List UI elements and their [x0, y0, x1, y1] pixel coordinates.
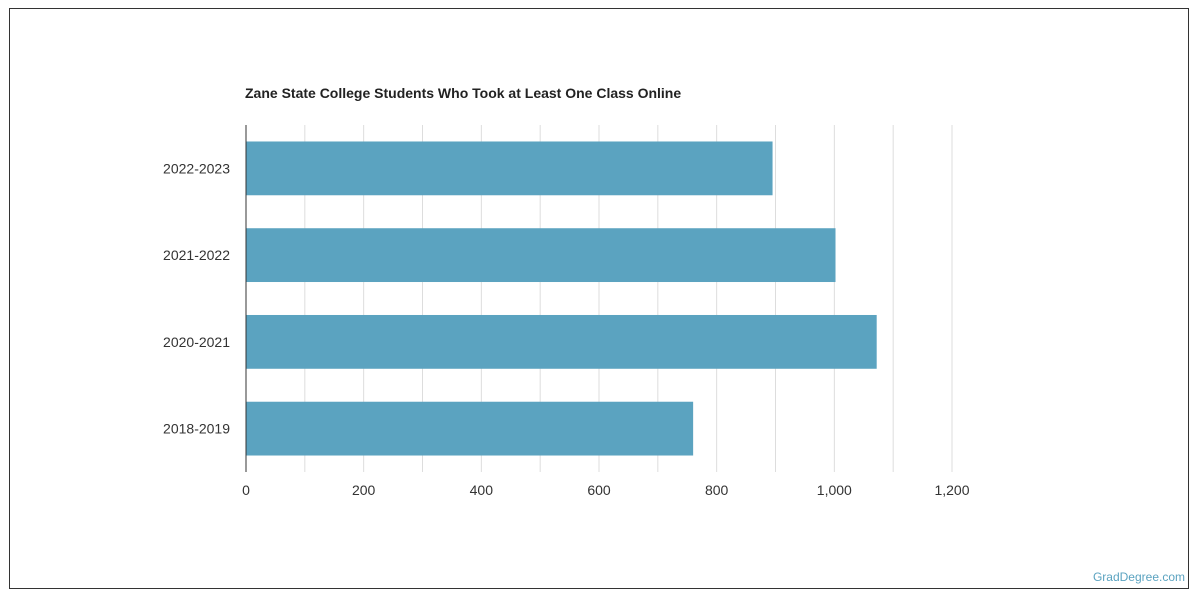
- bar-2020-2021: [246, 314, 877, 369]
- category-label: 2022-2023: [163, 160, 230, 176]
- x-tick-label: 600: [587, 482, 611, 498]
- bar-2018-2019: [246, 401, 694, 456]
- x-tick-label: 200: [352, 482, 376, 498]
- category-label: 2020-2021: [163, 334, 230, 350]
- x-tick-label: 400: [470, 482, 494, 498]
- bars: [246, 141, 877, 456]
- bar-2022-2023: [246, 141, 773, 196]
- bar-2021-2022: [246, 228, 836, 283]
- category-label: 2018-2019: [163, 421, 230, 437]
- axis-labels: 2022-2023 2021-2022 2020-2021 2018-2019 0 200…: [163, 160, 970, 498]
- x-tick-label: 1,000: [817, 482, 852, 498]
- category-label: 2021-2022: [163, 247, 230, 263]
- x-tick-label: 800: [705, 482, 729, 498]
- x-tick-label: 0: [242, 482, 250, 498]
- x-tick-label: 1,200: [934, 482, 969, 498]
- chart-title: Zane State College Students Who Took at …: [245, 85, 682, 101]
- watermark-link[interactable]: GradDegree.com: [1092, 570, 1185, 584]
